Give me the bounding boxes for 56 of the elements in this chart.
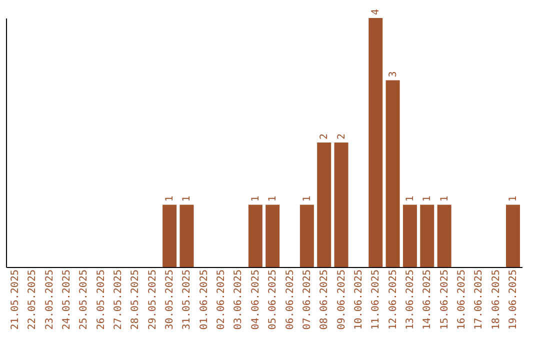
x-tick-label: 17.06.2025: [474, 270, 485, 330]
bar: [386, 80, 400, 267]
x-tick-label: 28.05.2025: [130, 270, 142, 330]
data-label: 3: [388, 71, 399, 78]
bar: [334, 142, 348, 267]
x-tick-label: 09.06.2025: [336, 270, 348, 330]
data-label: 1: [439, 196, 450, 202]
x-tick-label: 18.06.2025: [490, 270, 502, 330]
data-label: 1: [404, 196, 416, 202]
bar: [368, 18, 383, 267]
data-label: 1: [508, 196, 519, 202]
x-tick-label: 10.06.2025: [353, 270, 364, 330]
x-tick-label: 25.05.2025: [78, 270, 90, 330]
bar: [162, 204, 177, 267]
x-tick-label: 02.06.2025: [216, 270, 228, 330]
bar: [180, 204, 194, 267]
x-tick-label: 11.06.2025: [370, 270, 382, 330]
x-tick-label: 19.06.2025: [508, 270, 519, 330]
x-tick-label: 14.06.2025: [422, 270, 434, 330]
bar: [300, 204, 314, 267]
x-tick-label: 06.06.2025: [284, 270, 296, 330]
data-label: 1: [268, 196, 279, 202]
data-label: 1: [182, 196, 193, 202]
bar: [248, 204, 262, 267]
bar: [402, 204, 417, 267]
x-tick-label: 29.05.2025: [147, 270, 158, 330]
x-tick-label: 04.06.2025: [250, 270, 262, 330]
data-label: 4: [370, 8, 382, 15]
x-tick-label: 21.05.2025: [10, 270, 22, 330]
x-tick-label: 12.06.2025: [388, 270, 399, 330]
x-tick-label: 30.05.2025: [164, 270, 176, 330]
data-label: 2: [319, 133, 330, 140]
x-tick-label: 26.05.2025: [96, 270, 107, 330]
x-tick-label: 24.05.2025: [62, 270, 73, 330]
bar: [266, 204, 280, 267]
x-tick-label: 15.06.2025: [439, 270, 450, 330]
data-label: 1: [422, 196, 434, 202]
x-tick-label: 16.06.2025: [456, 270, 468, 330]
x-tick-label: 05.06.2025: [268, 270, 279, 330]
x-tick-label: 27.05.2025: [113, 270, 124, 330]
bar: [420, 204, 434, 267]
x-tick-label: 08.06.2025: [319, 270, 330, 330]
x-tick-label: 13.06.2025: [404, 270, 416, 330]
data-label: 1: [164, 196, 176, 202]
x-tick-label: 07.06.2025: [302, 270, 313, 330]
x-tick-label: 31.05.2025: [182, 270, 193, 330]
data-label: 2: [336, 133, 348, 140]
x-tick-label: 01.06.2025: [198, 270, 210, 330]
data-label: 1: [302, 196, 313, 202]
bar: [317, 142, 332, 267]
bar: [437, 204, 452, 267]
bar: [506, 204, 520, 267]
x-tick-label: 22.05.2025: [27, 270, 38, 330]
x-tick-label: 23.05.2025: [44, 270, 56, 330]
x-tick-label: 03.06.2025: [233, 270, 244, 330]
data-label: 1: [250, 196, 262, 202]
